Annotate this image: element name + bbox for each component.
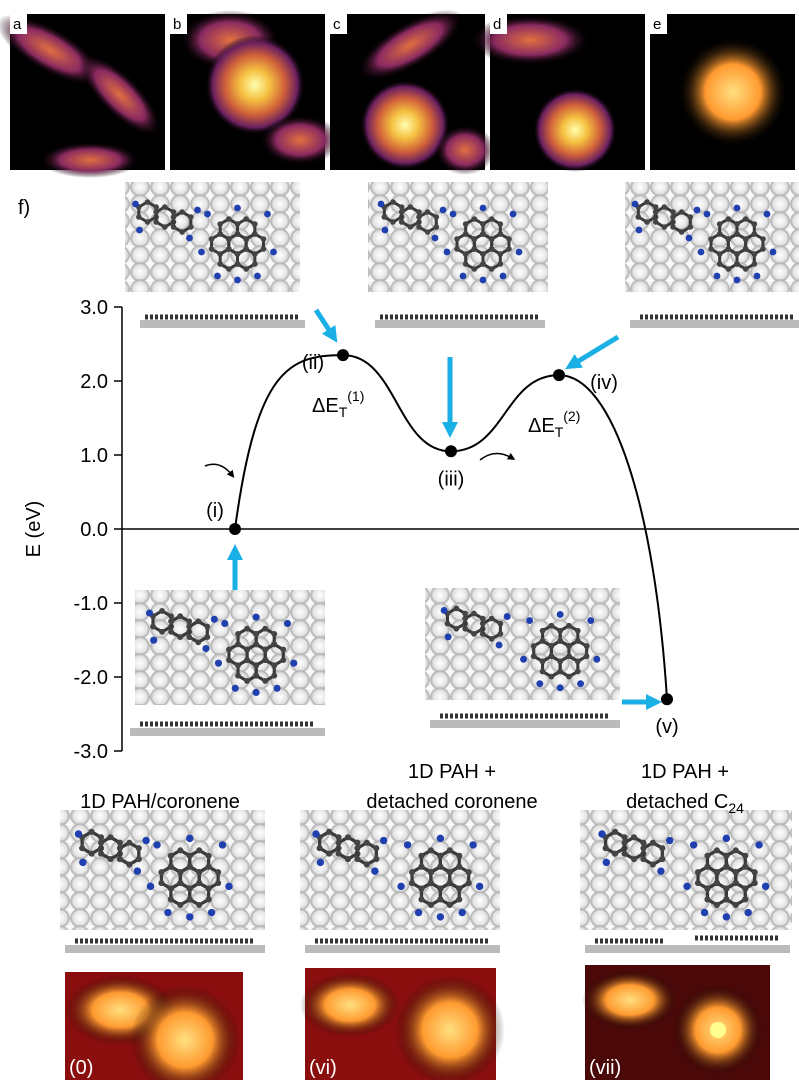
stm-panel — [650, 14, 795, 170]
panel-label: d — [493, 16, 501, 33]
y-tick-label: -1.0 — [74, 593, 108, 615]
stm-label: (vi) — [309, 1057, 337, 1079]
point — [553, 369, 565, 381]
point-label: (ii) — [302, 352, 324, 374]
point-label: (iii) — [438, 468, 465, 490]
caption: 1D PAH/coronene — [80, 791, 240, 813]
stm-row — [0, 0, 795, 178]
structure-insets — [60, 182, 799, 953]
panel-label: e — [653, 16, 661, 33]
stm-panel — [170, 10, 340, 170]
rotation-arrows — [205, 453, 512, 475]
point-label: (v) — [655, 716, 678, 738]
point-label: (i) — [206, 500, 224, 522]
stm-panel — [330, 0, 495, 175]
stm-bottom — [65, 965, 770, 1080]
caption: 1D PAH + — [408, 761, 496, 783]
point — [229, 523, 241, 535]
y-tick-label: 3.0 — [80, 297, 108, 319]
panel-label: c — [333, 16, 341, 33]
barrier-main: ΔE — [528, 415, 555, 437]
y-tick-label: -2.0 — [74, 667, 108, 689]
stm-panel — [470, 14, 645, 172]
barrier-label: ΔET(1) — [312, 388, 364, 420]
stm-label: (vii) — [589, 1057, 621, 1079]
panel-label: f) — [18, 197, 30, 219]
caption: detached C24 — [626, 791, 744, 816]
barrier-sup: (1) — [347, 388, 364, 404]
point — [661, 693, 673, 705]
point — [337, 349, 349, 361]
barrier-main: ΔE — [312, 395, 339, 417]
barrier-sub: T — [339, 404, 348, 420]
panel-label: b — [173, 16, 181, 33]
figure: a b c d e f) (0) (vi) (vii) 1D PAH/coronene 1D… — [0, 0, 799, 1080]
point — [445, 445, 457, 457]
caption-text: detached C — [626, 791, 728, 813]
barrier-label: ΔET(2) — [528, 408, 580, 440]
y-tick-label: 0.0 — [80, 519, 108, 541]
caption: 1D PAH + — [641, 761, 729, 783]
point-label: (iv) — [590, 372, 618, 394]
y-tick-label: 1.0 — [80, 445, 108, 467]
caption: detached coronene — [366, 791, 537, 813]
barrier-sub: T — [555, 424, 564, 440]
y-axis-label: E (eV) — [23, 501, 45, 558]
stm-label: (0) — [69, 1057, 93, 1079]
y-tick-label: 2.0 — [80, 371, 108, 393]
caption-sub: 24 — [728, 800, 744, 816]
panel-label: a — [13, 16, 22, 33]
barrier-sup: (2) — [563, 408, 580, 424]
y-tick-label: -3.0 — [74, 741, 108, 763]
